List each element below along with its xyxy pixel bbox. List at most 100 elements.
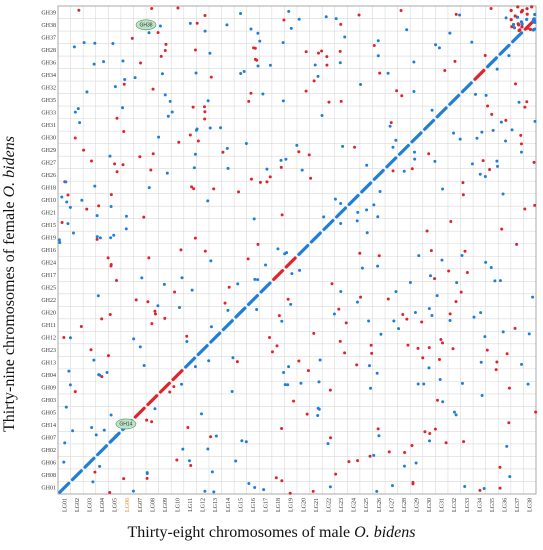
scatter-point xyxy=(372,453,376,457)
scatter-point xyxy=(189,463,193,467)
y-tick-label: GH37 xyxy=(41,35,56,41)
scatter-point xyxy=(479,311,483,315)
scatter-point xyxy=(405,28,409,32)
scatter-point xyxy=(325,55,329,59)
scatter-point xyxy=(427,439,431,443)
scatter-point xyxy=(180,382,184,386)
y-tick-label: GH31 xyxy=(41,123,56,129)
scatter-point xyxy=(168,99,172,103)
scatter-point xyxy=(194,71,198,75)
scatter-point xyxy=(433,427,437,431)
scatter-point xyxy=(441,400,445,404)
scatter-point xyxy=(416,382,420,386)
scatter-point xyxy=(253,57,257,61)
scatter-point xyxy=(95,237,99,241)
scatter-point xyxy=(402,464,406,468)
scatter-point xyxy=(231,356,235,360)
scatter-point xyxy=(255,307,259,311)
scatter-point xyxy=(73,136,77,140)
scatter-point xyxy=(93,41,97,45)
y-tick-label: GH17 xyxy=(41,273,56,279)
scatter-point xyxy=(405,317,409,321)
scatter-point xyxy=(422,382,426,386)
scatter-point xyxy=(209,325,213,329)
diagonal-segment xyxy=(423,118,436,131)
scatter-point xyxy=(481,159,485,163)
scatter-point xyxy=(372,44,376,48)
x-tick-label: LG08 xyxy=(150,498,156,512)
diagonal-segment xyxy=(259,281,272,294)
scatter-point xyxy=(219,126,223,130)
scatter-point xyxy=(513,14,517,18)
scatter-point xyxy=(208,51,212,55)
diagonal-segment xyxy=(221,319,234,332)
scatter-point xyxy=(520,22,524,26)
scatter-point xyxy=(77,8,81,12)
diagonal-segment xyxy=(335,206,348,219)
scatter-point xyxy=(399,8,403,12)
scatter-point xyxy=(92,358,96,362)
scatter-point xyxy=(265,167,269,171)
scatter-point xyxy=(121,163,125,167)
scatter-point xyxy=(175,458,179,462)
scatter-point xyxy=(262,488,266,492)
scatter-point xyxy=(121,59,125,63)
y-tick-label: GH35 xyxy=(41,98,56,104)
scatter-point xyxy=(500,227,504,231)
scatter-point xyxy=(72,45,76,49)
scatter-point xyxy=(247,99,251,103)
scatter-point xyxy=(203,110,207,114)
x-tick-label: LG24 xyxy=(352,498,358,512)
scatter-point xyxy=(166,114,170,118)
scatter-point xyxy=(338,339,342,343)
scatter-point xyxy=(408,280,412,284)
scatter-point xyxy=(298,268,302,272)
scatter-point xyxy=(145,476,149,480)
y-tick-label: GH16 xyxy=(41,248,56,254)
scatter-point xyxy=(246,257,250,261)
scatter-point xyxy=(534,410,538,414)
scatter-point xyxy=(505,352,509,356)
x-tick-label: LG37 xyxy=(515,498,521,512)
scatter-point xyxy=(97,204,101,208)
annotation-label: GH14 xyxy=(119,422,132,428)
scatter-point xyxy=(379,332,383,336)
scatter-point xyxy=(113,162,117,166)
scatter-point xyxy=(425,229,429,233)
scatter-point xyxy=(73,110,77,114)
diagonal-segment xyxy=(108,431,121,444)
scatter-point xyxy=(249,177,253,181)
scatter-point xyxy=(386,71,390,75)
scatter-point xyxy=(453,59,457,63)
scatter-point xyxy=(235,360,239,364)
x-tick-label: LG06 xyxy=(125,498,131,512)
x-tick-label: LG01 xyxy=(62,498,68,512)
x-tick-label: LG32 xyxy=(452,498,458,512)
scatter-point xyxy=(163,49,167,53)
scatter-point xyxy=(433,277,437,281)
scatter-point xyxy=(523,207,527,211)
scatter-point xyxy=(428,432,432,436)
scatter-point xyxy=(206,99,210,103)
scatter-point xyxy=(274,476,278,480)
scatter-point xyxy=(478,172,482,176)
scatter-point xyxy=(527,332,531,336)
scatter-point xyxy=(333,197,337,201)
scatter-point xyxy=(147,256,151,260)
x-tick-label: LG38 xyxy=(528,498,534,512)
scatter-point xyxy=(108,490,112,494)
scatter-point xyxy=(252,46,256,50)
scatter-point xyxy=(531,295,535,299)
scatter-point xyxy=(332,312,336,316)
scatter-point xyxy=(159,54,163,58)
scatter-point xyxy=(212,187,216,191)
diagonal-segment xyxy=(83,456,96,469)
scatter-point xyxy=(105,371,109,375)
y-axis-title: Thirty-nine chromosomes of female O. bid… xyxy=(1,136,18,432)
diagonal-segment xyxy=(347,193,360,206)
scatter-point xyxy=(504,118,508,122)
scatter-point xyxy=(322,215,326,219)
scatter-point xyxy=(67,369,71,373)
scatter-point xyxy=(132,337,136,341)
scatter-point xyxy=(421,356,425,360)
